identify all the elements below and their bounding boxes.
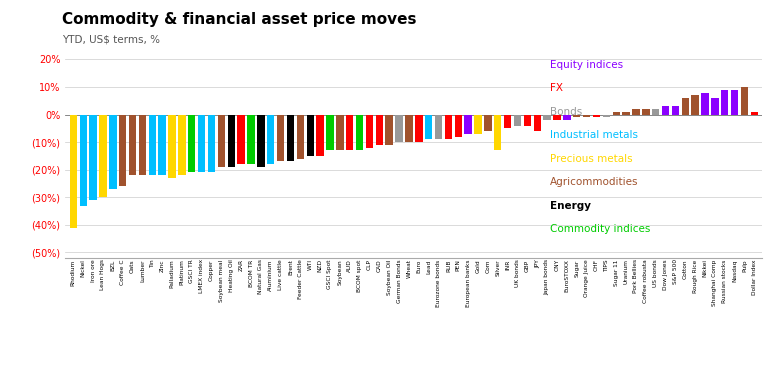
Bar [603, 115, 610, 117]
Text: FX: FX [550, 84, 563, 94]
Bar [286, 115, 294, 161]
Bar [178, 115, 186, 175]
Bar [79, 115, 87, 206]
Bar [188, 115, 196, 172]
Bar [662, 106, 669, 115]
Bar [524, 115, 531, 126]
Bar [652, 109, 659, 115]
Bar [326, 115, 333, 151]
Bar [366, 115, 373, 148]
Bar [346, 115, 353, 151]
Text: Bonds: Bonds [550, 107, 582, 117]
Bar [751, 112, 758, 115]
Bar [681, 98, 689, 115]
Bar [711, 98, 718, 115]
Bar [445, 115, 452, 139]
Bar [356, 115, 363, 151]
Bar [642, 109, 650, 115]
Bar [425, 115, 433, 139]
Bar [267, 115, 274, 164]
Bar [454, 115, 462, 137]
Bar [129, 115, 136, 175]
Bar [573, 115, 581, 117]
Text: Equity indices: Equity indices [550, 60, 623, 70]
Bar [149, 115, 156, 175]
Bar [514, 115, 521, 126]
Bar [632, 109, 640, 115]
Bar [701, 92, 708, 115]
Text: Energy: Energy [550, 201, 591, 211]
Bar [386, 115, 393, 145]
Bar [435, 115, 442, 139]
Text: YTD, US$ terms, %: YTD, US$ terms, % [62, 35, 159, 45]
Bar [376, 115, 383, 145]
Bar [277, 115, 284, 161]
Bar [474, 115, 482, 134]
Text: Precious metals: Precious metals [550, 154, 632, 164]
Bar [316, 115, 324, 156]
Bar [169, 115, 176, 178]
Bar [198, 115, 206, 172]
Bar [494, 115, 501, 151]
Bar [296, 115, 304, 159]
Bar [99, 115, 107, 197]
Bar [563, 115, 571, 120]
Bar [544, 115, 551, 120]
Bar [622, 112, 630, 115]
Bar [306, 115, 314, 156]
Bar [247, 115, 255, 164]
Bar [721, 90, 728, 115]
Bar [612, 112, 620, 115]
Text: Commodity indices: Commodity indices [550, 224, 650, 234]
Bar [89, 115, 97, 200]
Bar [504, 115, 511, 128]
Bar [464, 115, 472, 134]
Bar [671, 106, 679, 115]
Bar [395, 115, 403, 142]
Bar [159, 115, 166, 175]
Bar [69, 115, 77, 228]
Bar [741, 87, 748, 115]
Bar [583, 115, 591, 117]
Bar [218, 115, 225, 167]
Bar [237, 115, 245, 164]
Bar [228, 115, 235, 167]
Bar [484, 115, 491, 131]
Bar [534, 115, 541, 131]
Bar [109, 115, 116, 189]
Text: Industrial metals: Industrial metals [550, 131, 638, 141]
Bar [593, 115, 600, 117]
Bar [208, 115, 216, 172]
Text: Commodity & financial asset price moves: Commodity & financial asset price moves [62, 12, 416, 27]
Bar [554, 115, 561, 120]
Bar [691, 95, 699, 115]
Bar [119, 115, 126, 186]
Bar [139, 115, 146, 175]
Bar [415, 115, 423, 142]
Bar [257, 115, 265, 167]
Bar [731, 90, 738, 115]
Bar [336, 115, 343, 151]
Bar [405, 115, 413, 142]
Text: Agricommodities: Agricommodities [550, 177, 638, 187]
